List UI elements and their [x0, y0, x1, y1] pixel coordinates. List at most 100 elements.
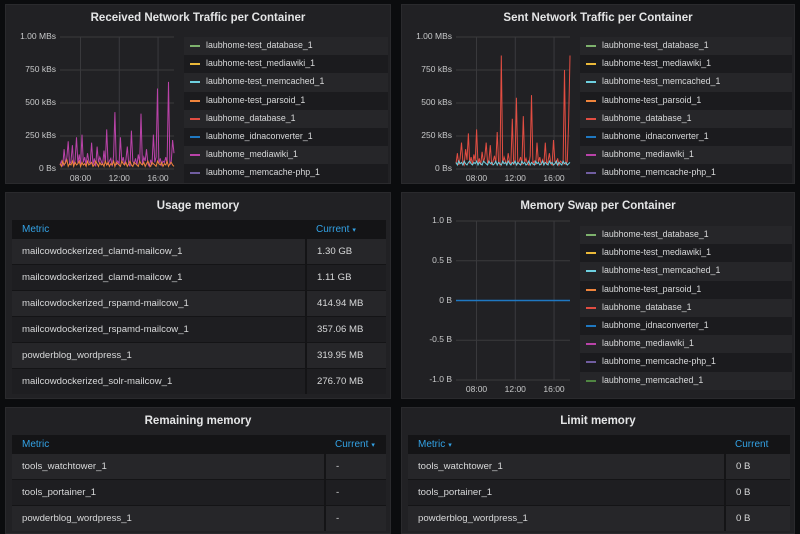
chart-canvas [456, 220, 570, 381]
metric-cell: tools_portainer_1 [12, 479, 325, 506]
x-tick-label: 16:00 [543, 173, 565, 183]
legend-color-swatch-icon [586, 81, 596, 84]
x-tick-label: 12:00 [504, 384, 526, 394]
legend-item[interactable]: laubhome-test_parsoid_1 [580, 280, 792, 299]
legend-label: laubhome-test_memcached_1 [602, 265, 721, 276]
y-tick-label: 500 kBs [421, 97, 452, 107]
legend-color-swatch-icon [586, 234, 596, 236]
metric-column-header[interactable]: Metric ▾ [408, 435, 725, 454]
legend-item[interactable]: laubhome-test_memcached_1 [580, 73, 792, 92]
metric-cell: tools_watchtower_1 [408, 453, 725, 480]
panel-title: Received Network Traffic per Container [90, 12, 306, 24]
legend-label: laubhome_idnaconverter_1 [602, 130, 709, 141]
legend-color-swatch-icon [190, 172, 200, 175]
current-column-header[interactable]: Current ▾ [325, 435, 386, 454]
legend-label: laubhome-test_database_1 [206, 40, 313, 50]
y-tick-label: 250 kBs [25, 130, 56, 140]
current-value-cell: - [324, 479, 386, 506]
current-value-cell: - [324, 505, 386, 531]
received-traffic-panel: Received Network Traffic per Container 1… [5, 4, 391, 184]
legend-label: laubhome-test_database_1 [602, 229, 709, 239]
legend-item[interactable]: laubhome_mediawiki_1 [580, 335, 792, 354]
table-row: mailcowdockerized_rspamd-mailcow_1 414.94… [12, 290, 386, 317]
table-row: tools_portainer_1 0 B [408, 479, 790, 506]
memory-swap-legend: laubhome-test_database_1 laubhome-test_me… [580, 226, 792, 390]
metric-cell: powderblog_wordpress_1 [12, 505, 325, 531]
legend-item[interactable]: laubhome-test_mediawiki_1 [580, 244, 792, 263]
metric-cell: mailcowdockerized_rspamd-mailcow_1 [12, 316, 306, 343]
legend-item[interactable]: laubhome_database_1 [580, 298, 792, 317]
legend-item[interactable]: laubhome_idnaconverter_1 [580, 316, 792, 336]
legend-item[interactable]: laubhome_memcache-php_1 [580, 164, 792, 183]
metric-cell: mailcowdockerized_clamd-mailcow_1 [12, 238, 306, 265]
legend-color-swatch-icon [586, 361, 596, 364]
received-traffic-chart[interactable]: 1.00 MBs 750 kBs 500 kBs 250 kBs 0 Bs 08:00 12… [10, 31, 176, 183]
x-tick-label: 08:00 [465, 384, 488, 394]
legend-item[interactable]: laubhome-test_parsoid_1 [580, 91, 792, 110]
legend-item[interactable]: laubhome_memcache-php_1 [580, 353, 792, 372]
received-traffic-legend: laubhome-test_database_1 laubhome-test_me… [184, 37, 388, 183]
metric-cell: tools_portainer_1 [408, 479, 725, 506]
y-tick-label: 500 kBs [25, 97, 56, 107]
sent-traffic-chart[interactable]: 1.00 MBs 750 kBs 500 kBs 250 kBs 0 Bs 08:00 12… [406, 31, 572, 183]
legend-item[interactable]: laubhome-test_mediawiki_1 [184, 55, 388, 74]
series-line-laubhome-test_memcached_1 [455, 159, 571, 167]
metric-cell: mailcowdockerized_clamd-mailcow_1 [12, 264, 306, 291]
legend-item[interactable]: laubhome-test_parsoid_1 [184, 91, 388, 110]
metric-column-header[interactable]: Metric [12, 435, 325, 454]
metric-column-header[interactable]: Metric [12, 220, 306, 239]
table-row: mailcowdockerized_clamd-mailcow_1 1.11 GB [12, 264, 386, 291]
legend-color-swatch-icon [190, 117, 200, 120]
legend-label: laubhome-test_mediawiki_1 [206, 58, 316, 69]
legend-item[interactable]: laubhome-test_memcached_1 [580, 262, 792, 281]
legend-item[interactable]: laubhome_memcached_1 [580, 371, 792, 390]
series-line-laubhome_database_1 [455, 55, 571, 167]
legend-item[interactable]: laubhome-test_memcached_1 [184, 73, 388, 92]
legend-label: laubhome-test_mediawiki_1 [602, 58, 712, 69]
legend-color-swatch-icon [586, 45, 596, 47]
legend-label: laubhome_database_1 [602, 301, 692, 312]
y-tick-label: 750 kBs [421, 64, 452, 74]
legend-item[interactable]: laubhome-test_database_1 [580, 226, 792, 245]
table-row: mailcowdockerized_solr-mailcow_1 276.70 M… [12, 368, 386, 394]
legend-color-swatch-icon [190, 99, 200, 102]
legend-item[interactable]: laubhome-test_database_1 [580, 37, 792, 56]
memory-swap-chart[interactable]: 1.0 B 0.5 B 0 B -0.5 B -1.0 B 08:00 12:00 16:00 [406, 215, 572, 398]
table-row: tools_watchtower_1 0 B [408, 453, 790, 480]
series-line-laubhome_mediawiki_1 [59, 81, 175, 168]
current-value-cell: 319.95 MB [305, 342, 386, 369]
current-value-cell: 414.94 MB [305, 290, 386, 317]
current-value-cell: 1.30 GB [305, 238, 386, 265]
legend-label: laubhome-test_parsoid_1 [206, 94, 306, 105]
legend-item[interactable]: laubhome_database_1 [580, 109, 792, 128]
legend-item[interactable]: laubhome_idnaconverter_1 [580, 127, 792, 147]
legend-color-swatch-icon [190, 135, 200, 138]
y-tick-label: 750 kBs [25, 64, 56, 74]
panel-title: Limit memory [560, 415, 636, 427]
current-column-header[interactable]: Current [725, 435, 790, 454]
legend-item[interactable]: laubhome_mediawiki_1 [580, 146, 792, 165]
legend-label: laubhome-test_parsoid_1 [602, 283, 702, 294]
current-column-header[interactable]: Current ▾ [306, 220, 386, 239]
legend-item[interactable]: laubhome_idnaconverter_1 [184, 127, 388, 147]
legend-item[interactable]: laubhome_mediawiki_1 [184, 146, 388, 165]
legend-color-swatch-icon [586, 172, 596, 175]
legend-color-swatch-icon [190, 154, 200, 157]
legend-item[interactable]: laubhome-test_database_1 [184, 37, 388, 56]
panel-title: Remaining memory [144, 415, 252, 427]
metric-cell: powderblog_wordpress_1 [408, 505, 725, 531]
legend-item[interactable]: laubhome_memcache-php_1 [184, 164, 388, 183]
legend-label: laubhome_memcache-php_1 [602, 167, 716, 178]
current-value-cell: 357.06 MB [305, 316, 386, 343]
legend-item[interactable]: laubhome_database_1 [184, 109, 388, 128]
table-row: powderblog_wordpress_1 319.95 MB [12, 342, 386, 369]
x-tick-label: 16:00 [543, 384, 565, 394]
metric-cell: mailcowdockerized_solr-mailcow_1 [12, 368, 306, 394]
current-value-cell: 0 B [724, 479, 790, 506]
usage-memory-panel: Usage memory Metric Current ▾ mailcowdock… [5, 192, 391, 399]
legend-item[interactable]: laubhome-test_mediawiki_1 [580, 55, 792, 74]
sort-desc-icon: ▾ [448, 441, 452, 449]
table-row: mailcowdockerized_rspamd-mailcow_1 357.06… [12, 316, 386, 343]
current-value-cell: 1.11 GB [305, 264, 386, 291]
legend-color-swatch-icon [586, 135, 596, 138]
